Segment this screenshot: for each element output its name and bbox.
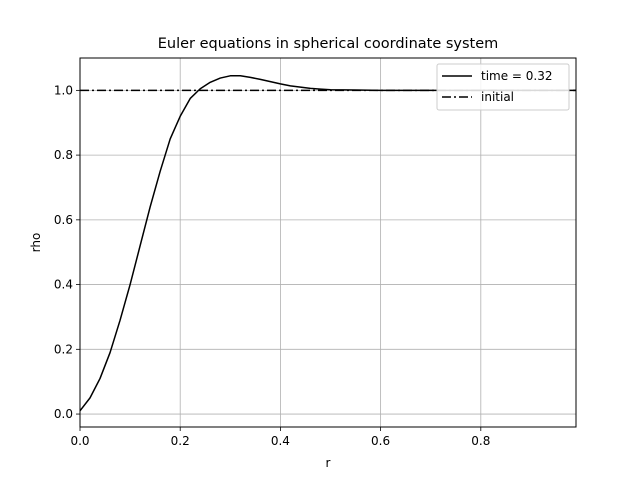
series-line-time: [79, 75, 576, 412]
chart-title: Euler equations in spherical coordinate …: [158, 36, 499, 52]
series-layer: [79, 75, 576, 412]
x-tick-label: 0.8: [471, 434, 490, 448]
y-tick-label: 1.0: [54, 83, 73, 97]
grid: [79, 58, 576, 427]
y-tick-label: 0.8: [54, 148, 73, 162]
legend-label-time: time = 0.32: [481, 69, 553, 83]
x-axis-label: r: [326, 456, 331, 470]
legend-label-initial: initial: [481, 90, 514, 104]
y-tick-label: 0.0: [54, 407, 73, 421]
ticks: 0.0 0.2 0.4 0.6 0.8 0.0 0.2 0.4 0.6 0.8 1.0: [54, 83, 490, 448]
x-tick-label: 0.0: [70, 434, 89, 448]
x-tick-label: 0.2: [171, 434, 190, 448]
plot-frame: [79, 57, 577, 428]
y-tick-label: 0.6: [54, 213, 73, 227]
x-tick-label: 0.6: [371, 434, 390, 448]
y-axis-label: rho: [29, 233, 43, 253]
legend: time = 0.32 initial: [436, 63, 570, 111]
y-tick-label: 0.2: [54, 342, 73, 356]
x-tick-label: 0.4: [271, 434, 290, 448]
y-tick-label: 0.4: [54, 278, 73, 292]
